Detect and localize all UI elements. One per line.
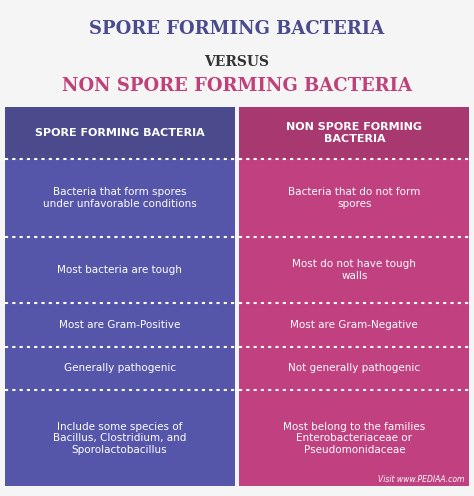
FancyBboxPatch shape: [239, 159, 469, 238]
FancyBboxPatch shape: [5, 347, 235, 390]
FancyBboxPatch shape: [5, 159, 235, 238]
Text: Bacteria that do not form
spores: Bacteria that do not form spores: [288, 187, 420, 209]
Text: Visit www.PEDIAA.com: Visit www.PEDIAA.com: [378, 475, 465, 484]
FancyBboxPatch shape: [239, 390, 469, 486]
Text: SPORE FORMING BACTERIA: SPORE FORMING BACTERIA: [35, 128, 205, 138]
Text: SPORE FORMING BACTERIA: SPORE FORMING BACTERIA: [90, 20, 384, 38]
Text: Most do not have tough
walls: Most do not have tough walls: [292, 259, 416, 281]
FancyBboxPatch shape: [5, 238, 235, 303]
FancyBboxPatch shape: [239, 303, 469, 347]
FancyBboxPatch shape: [5, 390, 235, 486]
Text: Most bacteria are tough: Most bacteria are tough: [57, 265, 182, 275]
FancyBboxPatch shape: [5, 303, 235, 347]
Text: Generally pathogenic: Generally pathogenic: [64, 364, 176, 373]
Text: Most belong to the families
Enterobacteriaceae or
Pseudomonidaceae: Most belong to the families Enterobacter…: [283, 422, 426, 455]
Text: Bacteria that form spores
under unfavorable conditions: Bacteria that form spores under unfavora…: [43, 187, 197, 209]
Text: NON SPORE FORMING
BACTERIA: NON SPORE FORMING BACTERIA: [286, 122, 422, 144]
FancyBboxPatch shape: [239, 107, 469, 159]
Text: Not generally pathogenic: Not generally pathogenic: [288, 364, 420, 373]
FancyBboxPatch shape: [5, 107, 235, 159]
Text: Most are Gram-Positive: Most are Gram-Positive: [59, 320, 181, 330]
FancyBboxPatch shape: [239, 347, 469, 390]
Text: Include some species of
Bacillus, Clostridium, and
Sporolactobacillus: Include some species of Bacillus, Clostr…: [53, 422, 186, 455]
FancyBboxPatch shape: [239, 238, 469, 303]
Text: NON SPORE FORMING BACTERIA: NON SPORE FORMING BACTERIA: [62, 77, 412, 95]
Text: VERSUS: VERSUS: [204, 55, 270, 68]
Text: Most are Gram-Negative: Most are Gram-Negative: [291, 320, 418, 330]
